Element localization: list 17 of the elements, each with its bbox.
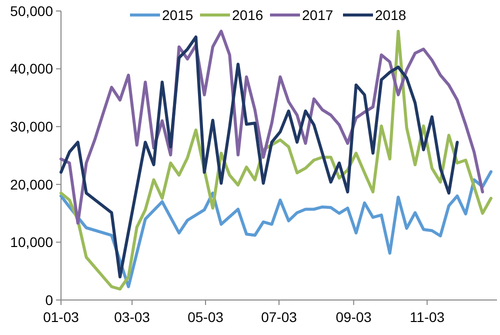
x-tick-label: 09-03 (336, 309, 372, 325)
legend-label: 2016 (232, 6, 264, 23)
x-tick-label: 03-03 (114, 309, 150, 325)
x-tick-label: 05-03 (188, 309, 224, 325)
legend-label: 2017 (302, 6, 334, 23)
y-tick-label: 0 (45, 292, 54, 308)
y-tick-label: 50,000 (10, 2, 54, 19)
x-tick-label: 11-03 (410, 309, 445, 325)
y-tick-label: 10,000 (10, 234, 54, 250)
line-series (60, 170, 492, 288)
x-tick-label: 07-03 (261, 309, 298, 325)
y-tick-label: 30,000 (10, 118, 54, 134)
x-tick-label: 01-03 (43, 309, 80, 325)
legend-label: 2015 (162, 6, 194, 23)
y-tick-label: 20,000 (10, 176, 54, 192)
legend-label: 2018 (375, 6, 406, 23)
y-tick-label: 40,000 (10, 60, 54, 77)
